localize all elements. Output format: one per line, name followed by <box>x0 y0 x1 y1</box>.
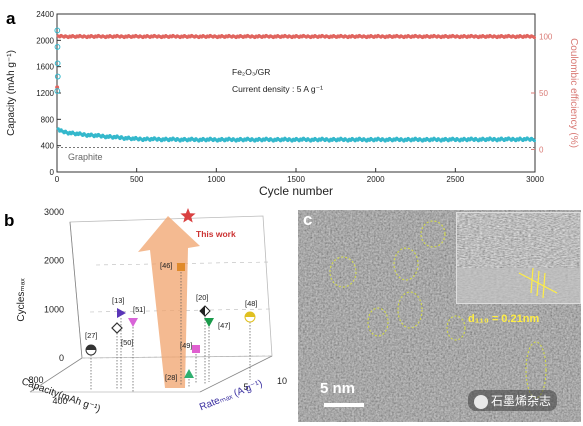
cycles-tick-label: 0 <box>59 353 64 363</box>
point-51: [51] <box>128 305 146 392</box>
left-tick-label: 0 <box>50 168 55 177</box>
point-label: [46] <box>160 261 173 270</box>
panel-a-right-axis: 0 50 100 <box>531 33 553 154</box>
initial-capacity-point <box>54 88 61 94</box>
right-tick-label: 50 <box>539 89 548 98</box>
panel-b-capacity-label: Capacity(mAh g⁻¹) <box>20 376 102 415</box>
point-27: [27] <box>85 331 98 390</box>
point-label: [20] <box>196 293 209 302</box>
this-work-label: This work <box>196 229 236 239</box>
right-tick-label: 0 <box>539 145 544 154</box>
square-marker <box>177 263 185 271</box>
panel-b-cycles-label: Cyclesₘₐₓ <box>16 278 27 322</box>
half-diamond-fill <box>200 306 205 316</box>
initial-capacity-points <box>54 27 61 94</box>
point-label: [48] <box>245 299 258 308</box>
x-tick-label: 1000 <box>207 175 225 184</box>
point-13: [13] <box>112 296 126 390</box>
lattice-fringe-marks <box>518 267 558 299</box>
x-tick-label: 2000 <box>367 175 385 184</box>
scale-bar <box>324 403 364 407</box>
point-label: [27] <box>85 331 98 340</box>
x-tick-label: 0 <box>55 175 60 184</box>
point-20: [20] <box>196 293 211 384</box>
point-label: [51] <box>133 305 146 314</box>
rate-tick-label: 10 <box>277 376 287 386</box>
tem-image-panel: c d₁₁₀ = 0.21nm 5 nm 石墨烯杂志 <box>298 210 581 422</box>
panel-b-rate-axis: 5 10 <box>243 376 287 392</box>
current-density-annotation: Current density : 5 A g⁻¹ <box>232 84 323 94</box>
panel-c-letter: c <box>303 210 313 229</box>
rate-tick-label: 5 <box>243 382 248 392</box>
half-circle-fill <box>245 312 255 317</box>
point-this-work <box>180 208 196 223</box>
capacity-series <box>56 127 536 143</box>
panel-a-letter: a <box>6 9 16 28</box>
cycles-tick-label: 3000 <box>44 207 64 217</box>
material-annotation: Fe₂O₃/GR <box>232 67 270 77</box>
point-label: [13] <box>112 296 125 305</box>
panel-b-cycles-axis: 0 1000 2000 3000 <box>44 207 64 363</box>
left-tick-label: 2400 <box>36 10 54 19</box>
panel-a-x-label: Cycle number <box>259 184 333 198</box>
capacity-tick-label: 400 <box>52 396 67 406</box>
capacity-point <box>56 127 60 131</box>
point-48: [48] <box>244 299 258 380</box>
point-50: [50] <box>111 322 134 390</box>
left-tick-label: 1600 <box>36 63 54 72</box>
left-tick-label: 800 <box>41 115 55 124</box>
panel-a-x-axis: 0 500 1000 1500 2000 2500 3000 <box>55 168 544 184</box>
wechat-icon <box>474 394 488 409</box>
panel-b-rate-label: Rateₘₐₓ (A g⁻¹) <box>198 378 264 413</box>
x-tick-label: 1500 <box>287 175 305 184</box>
cycles-tick-label: 2000 <box>44 256 64 266</box>
initial-capacity-point <box>54 60 61 67</box>
point-label: [49] <box>180 341 193 350</box>
x-tick-label: 500 <box>130 175 144 184</box>
efficiency-point <box>532 35 536 40</box>
point-49: [49] <box>180 341 200 383</box>
point-label: [47] <box>218 321 231 330</box>
initial-capacity-point <box>54 44 61 50</box>
point-28: [28] <box>165 369 194 388</box>
diamond-marker <box>111 322 123 334</box>
watermark-text: 石墨烯杂志 <box>491 394 552 408</box>
capacity-tick-label: 800 <box>28 375 43 385</box>
cycles-tick-label: 1000 <box>44 304 64 314</box>
point-46: [46] <box>160 261 185 385</box>
panel-a-left-label: Capacity (mAh g⁻¹) <box>6 50 17 136</box>
triangle-down-marker <box>128 318 138 327</box>
capacity-point <box>532 139 536 143</box>
triangle-down-marker <box>204 318 214 327</box>
left-tick-label: 1200 <box>36 89 54 98</box>
point-label: [50] <box>121 338 134 347</box>
left-tick-label: 400 <box>41 142 55 151</box>
watermark: 石墨烯杂志 <box>468 390 558 411</box>
half-circle-fill <box>86 345 96 350</box>
left-tick-label: 2000 <box>36 36 54 45</box>
initial-capacity-point <box>54 27 61 34</box>
panel-b-capacity-axis: 400 800 <box>28 375 67 406</box>
point-label: [28] <box>165 373 178 382</box>
hrtem-inset <box>456 212 581 304</box>
star-marker <box>180 208 196 223</box>
coulombic-efficiency-series <box>55 33 536 90</box>
scale-bar-label: 5 nm <box>320 380 356 397</box>
triangle-marker <box>184 369 194 378</box>
right-tick-label: 100 <box>539 33 553 42</box>
triangle-right-marker <box>117 308 126 318</box>
d-spacing-label: d₁₁₀ = 0.21nm <box>468 313 540 325</box>
initial-capacity-point <box>54 73 61 80</box>
panel-a-right-label: Coulombic efficiency (%) <box>568 38 579 148</box>
graphite-label: Graphite <box>68 152 103 162</box>
x-tick-label: 2500 <box>446 175 464 184</box>
x-tick-label: 3000 <box>526 175 544 184</box>
lattice-outlines <box>329 220 547 399</box>
point-47: [47] <box>204 318 231 382</box>
panel-b-letter: b <box>4 211 14 230</box>
square-marker <box>192 345 200 353</box>
trend-arrow <box>138 216 200 388</box>
